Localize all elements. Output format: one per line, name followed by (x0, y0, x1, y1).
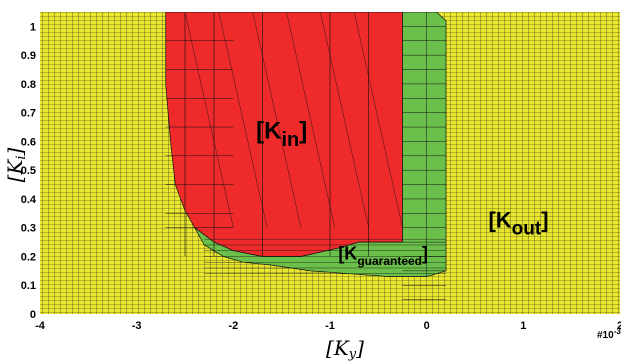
y-tick-label: 0.4 (21, 194, 37, 206)
k-in-grid-line (252, 12, 302, 228)
y-axis-label: [Ki] (3, 147, 29, 182)
k-guaranteed-subdivision-lines (204, 12, 446, 300)
k-in-grid-line (184, 12, 234, 228)
region-label-k-guaranteed: [Kguaranteed] (338, 243, 428, 267)
region-labels: [Kout] [Kin] [Kguaranteed] (256, 118, 548, 268)
x-tick-labels: -4 -3 -2 -1 0 1 2 (35, 320, 621, 332)
k-in-grid-line (286, 12, 336, 228)
x-tick-label: -2 (228, 320, 238, 332)
x-tick-label: 2 (617, 320, 621, 332)
y-tick-label: 0.6 (21, 136, 36, 148)
y-tick-label: 0.2 (21, 251, 36, 263)
y-tick-label: 0.9 (21, 50, 36, 62)
y-tick-label: 0.8 (21, 79, 36, 91)
y-tick-label: 0.1 (21, 280, 36, 292)
x-tick-label: -4 (35, 320, 46, 332)
x-axis-label: [Ky] (326, 336, 364, 362)
x-tick-label: -3 (132, 320, 142, 332)
y-tick-label: 0.7 (21, 108, 36, 120)
y-tick-label: 0.3 (21, 223, 36, 235)
y-tick-label: 1 (30, 21, 36, 33)
x-scale-label: #10-3 (597, 327, 621, 341)
x-tick-label: 0 (424, 320, 430, 332)
x-tick-label: 1 (520, 320, 526, 332)
x-tick-label: -1 (325, 320, 335, 332)
k-in-grid-line (353, 12, 403, 228)
y-tick-label: 0 (30, 309, 36, 321)
region-label-k-out: [Kout] (488, 208, 548, 240)
region-label-k-in: [Kin] (256, 118, 307, 151)
k-in-subdivision-lines (165, 12, 403, 257)
k-in-grid-line (320, 12, 369, 228)
y-tick-label: 0.5 (21, 165, 36, 177)
k-in-grid-line (218, 12, 268, 228)
y-tick-labels: 0 0.1 0.2 0.3 0.4 0.5 0.6 0.7 0.8 0.9 1 (21, 21, 37, 321)
